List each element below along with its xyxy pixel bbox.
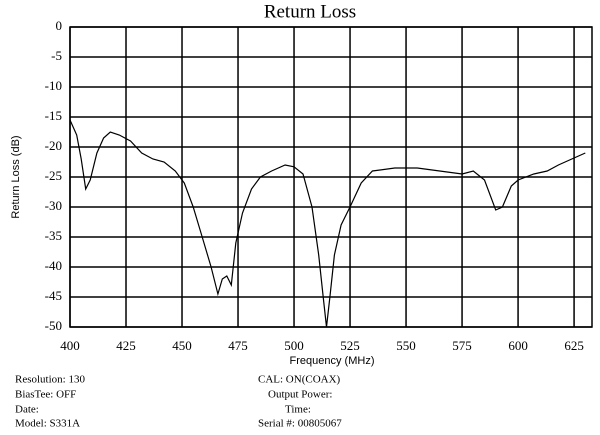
- data-line: [69, 119, 586, 328]
- x-tick-label: 550: [396, 338, 416, 353]
- info-text: Model: S331A: [15, 418, 80, 430]
- y-tick-label: -30: [45, 198, 62, 213]
- x-tick-label: 600: [508, 338, 528, 353]
- x-tick-label: 425: [116, 338, 136, 353]
- y-tick-label: 0: [56, 18, 63, 33]
- x-tick-label: 575: [452, 338, 472, 353]
- x-tick-label: 625: [564, 338, 584, 353]
- x-tick-label: 450: [172, 338, 192, 353]
- y-tick-label: -35: [45, 228, 62, 243]
- x-tick-label: 525: [340, 338, 360, 353]
- info-text: Time:: [285, 404, 311, 416]
- y-axis-label: Return Loss (dB): [10, 135, 22, 218]
- info-text: CAL: ON(COAX): [258, 374, 341, 386]
- info-text: Resolution: 130: [15, 374, 85, 386]
- y-tick-label: -10: [45, 78, 62, 93]
- y-tick-label: -50: [45, 318, 62, 333]
- info-text: Output Power:: [268, 389, 332, 401]
- x-tick-label: 475: [228, 338, 248, 353]
- info-text: Serial #: 00805067: [258, 418, 342, 430]
- y-tick-label: -25: [45, 168, 62, 183]
- y-tick-label: -45: [45, 288, 62, 303]
- x-tick-label: 500: [284, 338, 304, 353]
- x-axis-label: Frequency (MHz): [290, 355, 375, 367]
- info-text: Date:: [15, 404, 39, 416]
- y-tick-label: -15: [45, 108, 62, 123]
- chart-title: Return Loss: [264, 1, 356, 22]
- info-text: BiasTee: OFF: [15, 389, 76, 401]
- x-tick-label: 400: [60, 338, 80, 353]
- y-tick-label: -20: [45, 138, 62, 153]
- y-tick-label: -5: [51, 48, 62, 63]
- y-tick-label: -40: [45, 258, 62, 273]
